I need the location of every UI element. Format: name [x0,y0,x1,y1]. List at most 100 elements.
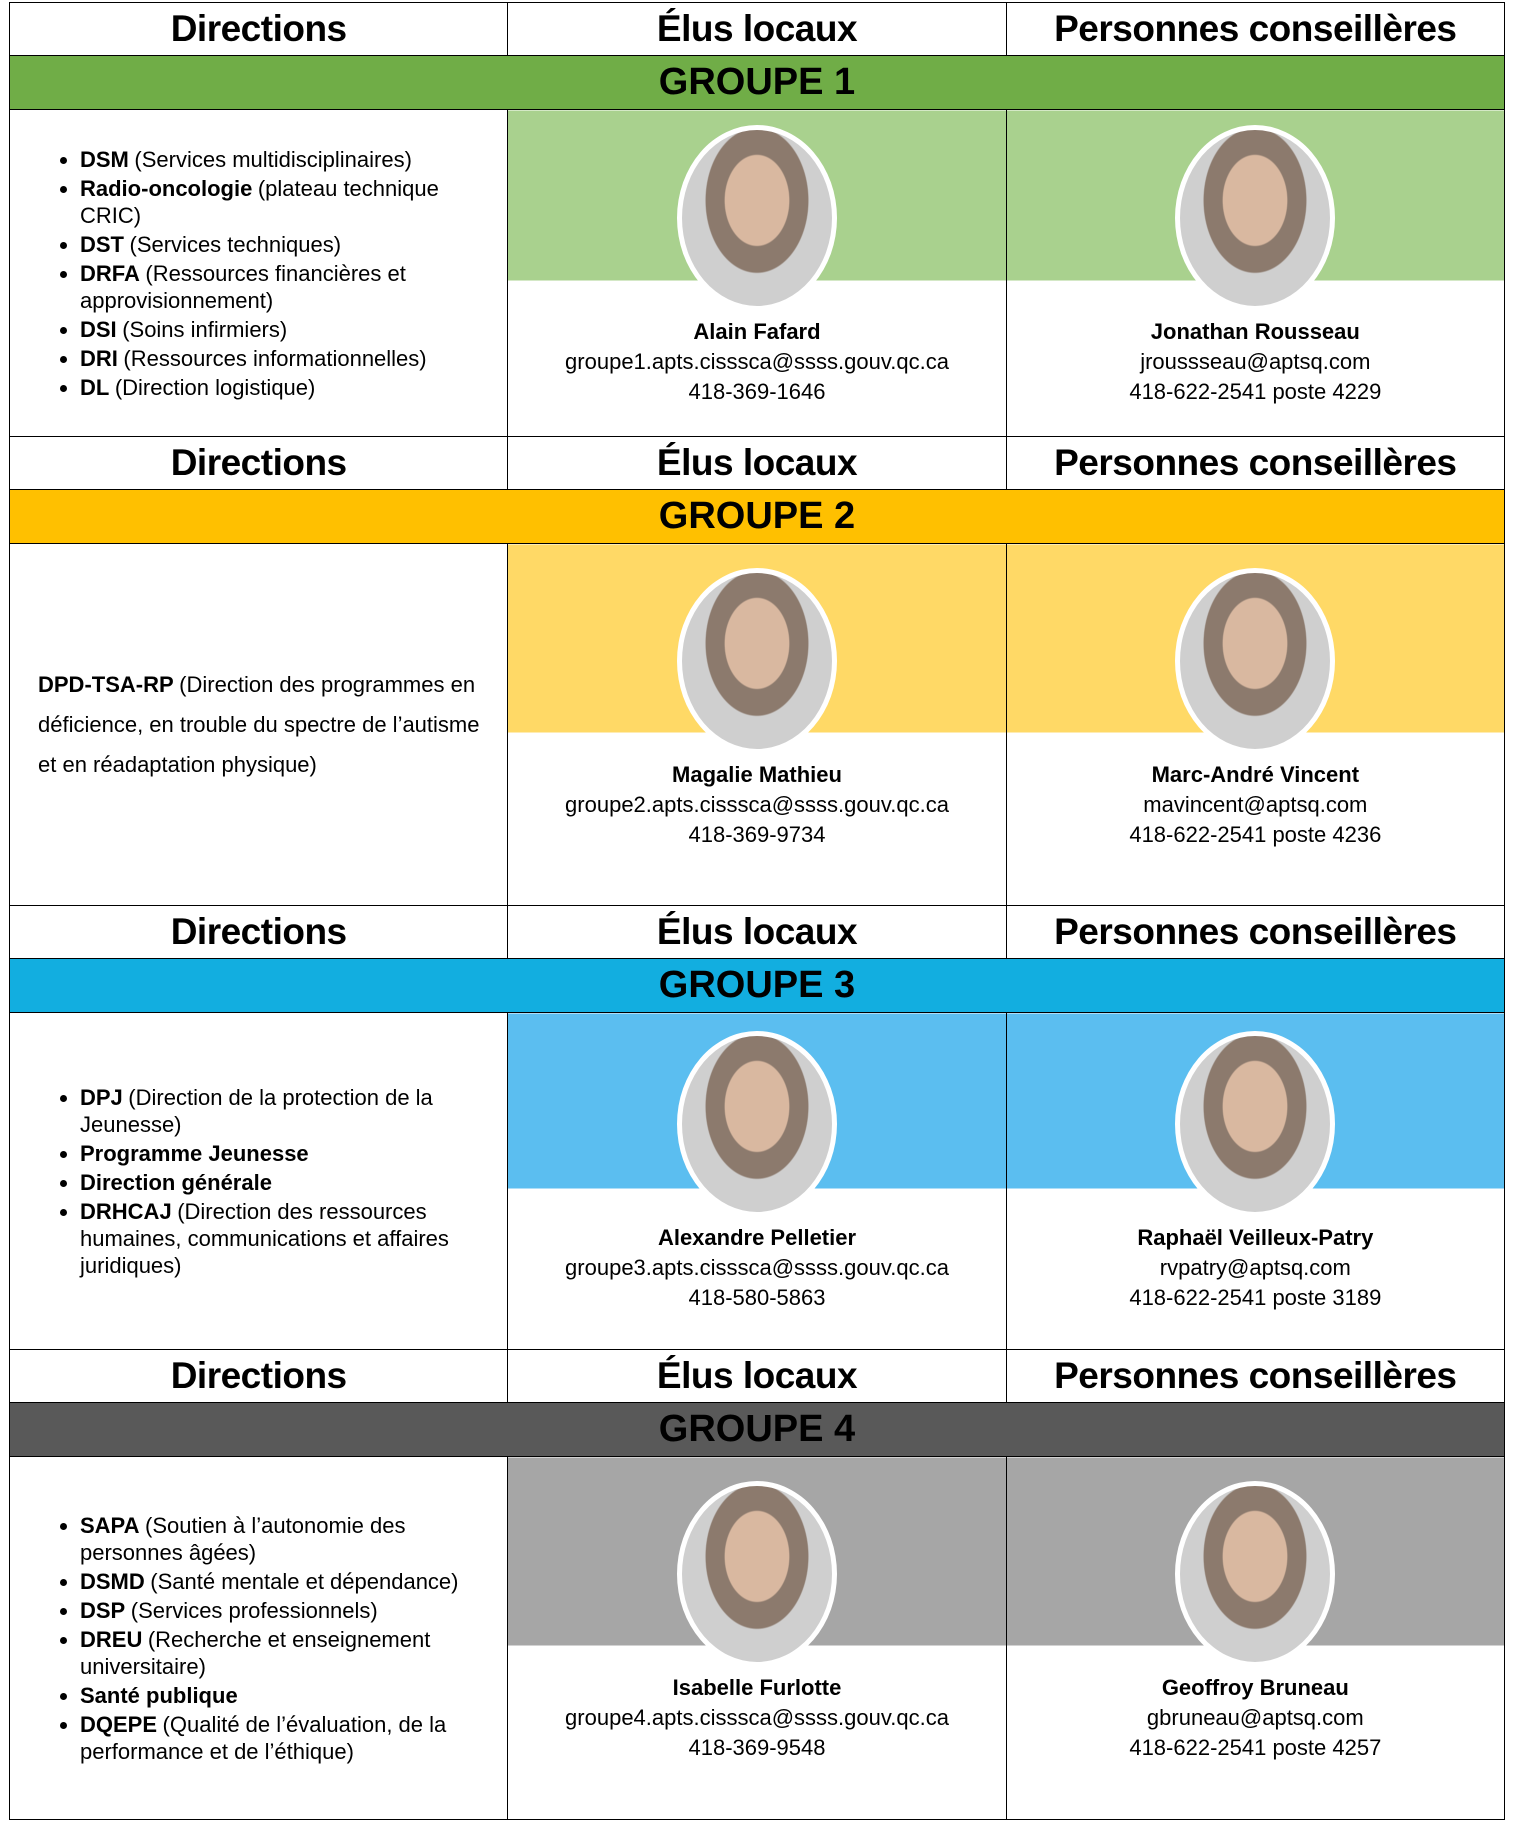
direction-desc: (Soins infirmiers) [122,316,288,342]
direction-code: DSI [80,316,117,342]
column-header: Directions [8,436,509,490]
direction-code: DRHCAJ [80,1198,172,1224]
direction-desc: (Qualité de l’évaluation, de la performa… [80,1711,447,1764]
direction-item: Direction générale [80,1169,487,1196]
person-info: Isabelle Furlotte groupe4.apts.cisssca@ss… [508,1673,1005,1763]
person-name: Geoffroy Bruneau [1161,1675,1349,1700]
direction-desc: (Services multidisciplinaires) [134,146,412,172]
directions-cell: DPJ(Direction de la protection de la Jeu… [8,1012,509,1350]
direction-code: Direction générale [80,1169,272,1195]
person-name: Magalie Mathieu [672,762,842,787]
header-row: Directions Élus locaux Personnes conseillè… [8,905,1506,959]
group-content: DPJ(Direction de la protection de la Jeu… [8,1012,1506,1350]
person-email: rvpatry@aptsq.com [1159,1255,1351,1280]
person-photo [676,1481,837,1667]
directions-cell: DPD-TSA-RP (Direction des programmes en d… [8,543,509,906]
person-photo [676,1031,837,1217]
person-email: groupe2.apts.cisssca@ssss.gouv.qc.ca [565,792,949,817]
direction-item: DPJ(Direction de la protection de la Jeu… [80,1084,487,1138]
direction-desc: (Soutien à l’autonomie des personnes âgé… [80,1512,406,1565]
direction-item: DSM(Services multidisciplinaires) [80,146,487,173]
direction-code: SAPA [80,1512,140,1538]
direction-code: DST [80,231,124,257]
directions-cell: DSM(Services multidisciplinaires)Radio-o… [8,109,509,437]
directions-list: DPJ(Direction de la protection de la Jeu… [38,1084,487,1279]
column-header: Élus locaux [507,1349,1007,1403]
person-photo [1175,568,1336,754]
person-photo [1175,1031,1336,1217]
direction-code: DQEPE [80,1711,158,1737]
column-header: Directions [8,2,509,56]
direction-item: Programme Jeunesse [80,1140,487,1167]
direction-item: Radio-oncologie(plateau technique CRIC) [80,175,487,229]
direction-item: DPD-TSA-RP (Direction des programmes en d… [38,665,487,785]
person-info: Geoffroy Bruneau gbruneau@aptsq.com 418-62… [1007,1673,1504,1763]
person-photo [676,125,837,311]
header-row: Directions Élus locaux Personnes conseillè… [8,436,1506,490]
direction-desc: (Direction des ressources humaines, comm… [80,1198,449,1278]
direction-desc: (Ressources informationnelles) [123,345,427,371]
person-phone: 418-622-2541 poste 4257 [1129,1735,1382,1760]
direction-code: Radio-oncologie [80,175,253,201]
direction-desc: (Direction logistique) [114,374,316,400]
direction-item: DSI(Soins infirmiers) [80,316,487,343]
person-phone: 418-369-9734 [688,822,826,847]
person-phone: 418-369-9548 [688,1735,826,1760]
group-label: GROUPE 4 [9,1402,1505,1457]
group-label: GROUPE 2 [9,489,1505,544]
person-info: Alain Fafard groupe1.apts.cisssca@ssss.go… [508,317,1005,407]
person-cell: Marc-André Vincent mavincent@aptsq.com 418… [1005,543,1506,906]
person-cell: Raphaël Veilleux-Patry rvpatry@aptsq.com 4… [1005,1012,1506,1350]
group-content: DPD-TSA-RP (Direction des programmes en d… [8,543,1506,906]
direction-item: DSP(Services professionnels) [80,1597,487,1624]
direction-desc: (Services professionnels) [130,1597,378,1623]
person-phone: 418-580-5863 [688,1285,826,1310]
direction-item: DQEPE(Qualité de l’évaluation, de la per… [80,1711,487,1765]
direction-code: DREU [80,1626,143,1652]
direction-item: DRHCAJ(Direction des ressources humaines… [80,1198,487,1279]
person-email: groupe3.apts.cisssca@ssss.gouv.qc.ca [565,1255,949,1280]
group-label: GROUPE 1 [9,55,1505,110]
person-phone: 418-622-2541 poste 4236 [1129,822,1382,847]
direction-item: SAPA(Soutien à l’autonomie des personnes… [80,1512,487,1566]
direction-code: DPJ [80,1084,123,1110]
person-cell: Magalie Mathieu groupe2.apts.cisssca@ssss… [507,543,1007,906]
person-info: Magalie Mathieu groupe2.apts.cisssca@ssss… [508,760,1005,850]
direction-code: DRFA [80,260,140,286]
direction-item: DST(Services techniques) [80,231,487,258]
direction-desc: (plateau technique CRIC) [80,175,439,228]
group-band: GROUPE 1 [9,55,1505,110]
person-info: Marc-André Vincent mavincent@aptsq.com 418… [1007,760,1504,850]
column-header: Élus locaux [507,436,1007,490]
group-band: GROUPE 4 [9,1402,1505,1457]
person-cell: Geoffroy Bruneau gbruneau@aptsq.com 418-62… [1005,1456,1506,1820]
group-content: SAPA(Soutien à l’autonomie des personnes… [8,1456,1506,1820]
direction-item: DL(Direction logistique) [80,374,487,401]
direction-code: DSMD [80,1568,145,1594]
direction-item: DSMD(Santé mentale et dépendance) [80,1568,487,1595]
column-header: Personnes conseillères [1005,2,1506,56]
group-content: DSM(Services multidisciplinaires)Radio-o… [8,109,1506,437]
person-email: groupe4.apts.cisssca@ssss.gouv.qc.ca [565,1705,949,1730]
direction-code: DSP [80,1597,126,1623]
header-row: Directions Élus locaux Personnes conseillè… [8,1349,1506,1403]
person-info: Jonathan Rousseau jroussseau@aptsq.com 418… [1007,317,1504,407]
column-header: Personnes conseillères [1005,905,1506,959]
person-phone: 418-622-2541 poste 4229 [1129,379,1382,404]
direction-code: Santé publique [80,1682,238,1708]
column-header: Directions [8,1349,509,1403]
person-name: Isabelle Furlotte [672,1675,842,1700]
directory-table: Directions Élus locaux Personnes conseillè… [8,2,1506,1820]
direction-desc: (Ressources financières et approvisionne… [80,260,406,313]
person-photo [1175,125,1336,311]
person-phone: 418-622-2541 poste 3189 [1129,1285,1382,1310]
person-info: Alexandre Pelletier groupe3.apts.cisssca@… [508,1223,1005,1313]
direction-code: DPD-TSA-RP [38,671,174,697]
person-phone: 418-369-1646 [688,379,826,404]
person-photo [676,568,837,754]
person-email: gbruneau@aptsq.com [1146,1705,1364,1730]
person-email: mavincent@aptsq.com [1143,792,1368,817]
person-email: jroussseau@aptsq.com [1140,349,1371,374]
direction-code: Programme Jeunesse [80,1140,309,1166]
direction-item: Santé publique [80,1682,487,1709]
